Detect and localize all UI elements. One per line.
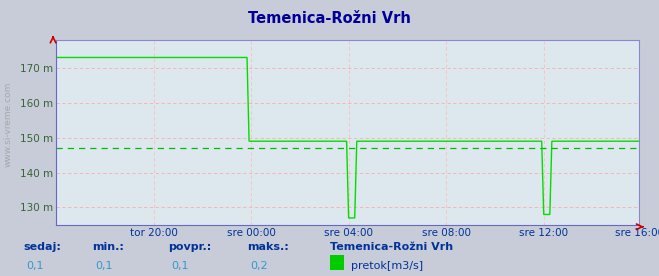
Text: maks.:: maks.: (247, 242, 289, 252)
Text: sedaj:: sedaj: (23, 242, 61, 252)
Text: 0,2: 0,2 (250, 261, 268, 271)
Text: pretok[m3/s]: pretok[m3/s] (351, 261, 423, 271)
Text: 0,1: 0,1 (171, 261, 189, 271)
Text: povpr.:: povpr.: (168, 242, 212, 252)
Text: Temenica-Rožni Vrh: Temenica-Rožni Vrh (248, 11, 411, 26)
Text: min.:: min.: (92, 242, 124, 252)
Text: 0,1: 0,1 (26, 261, 44, 271)
Text: www.si-vreme.com: www.si-vreme.com (4, 81, 13, 167)
Text: Temenica-Rožni Vrh: Temenica-Rožni Vrh (330, 242, 453, 252)
Text: 0,1: 0,1 (96, 261, 113, 271)
